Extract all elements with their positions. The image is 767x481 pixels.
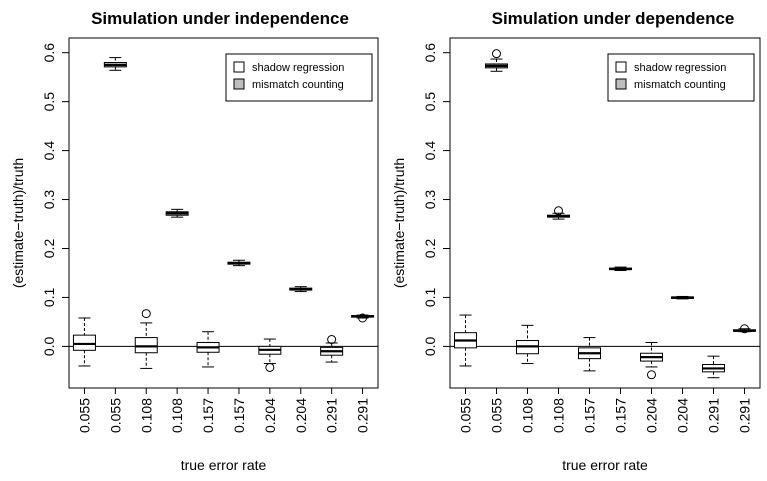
x-tick-label: 0.157 xyxy=(200,398,216,433)
y-tick-label: 0.5 xyxy=(41,92,57,112)
x-tick-label: 0.291 xyxy=(737,398,753,433)
y-tick-label: 0.6 xyxy=(422,43,438,63)
boxplot-shadow xyxy=(516,324,539,365)
outlier-point xyxy=(492,49,501,59)
x-tick-label: 0.055 xyxy=(76,398,92,433)
boxplot-mismatch xyxy=(671,295,694,300)
legend: shadow regression mismatch counting xyxy=(607,53,755,102)
legend-label: shadow regression xyxy=(634,62,726,74)
boxplot-shadow xyxy=(320,335,344,363)
y-tick-label: 0.2 xyxy=(41,239,57,259)
x-axis-label: true error rate xyxy=(562,457,648,473)
boxplot-mismatch xyxy=(351,313,375,323)
legend-box xyxy=(607,53,755,102)
x-tick-label: 0.157 xyxy=(231,398,247,433)
x-tick-label: 0.108 xyxy=(520,398,536,433)
chart-panel-2: Simulation under dependence 0.0 0.1 0.2 0.3 0… xyxy=(391,9,761,473)
boxplot-mismatch xyxy=(733,324,756,334)
boxplot-shadow xyxy=(640,341,663,380)
x-tick-label: 0.204 xyxy=(644,398,660,433)
y-axis-label: (estimate−truth)/truth xyxy=(10,158,26,288)
boxplot-shadow xyxy=(134,309,158,369)
legend-label: mismatch counting xyxy=(634,79,726,91)
boxplot-shadow xyxy=(702,355,725,379)
chart-panel-1: Simulation under independence 0.0 0.1 0.2 0.… xyxy=(10,9,379,473)
legend-swatch xyxy=(233,61,245,73)
y-axis-label: (estimate−truth)/truth xyxy=(391,158,407,288)
boxplot-mismatch xyxy=(289,286,313,293)
legend-swatch xyxy=(233,78,245,90)
y-tick-label: 0.4 xyxy=(422,141,438,161)
y-tick-label: 0.0 xyxy=(41,336,57,356)
boxplot-mismatch xyxy=(485,49,508,72)
x-tick-label: 0.291 xyxy=(355,398,371,433)
x-axis-label: true error rate xyxy=(181,457,267,473)
boxplot-shadow xyxy=(196,331,220,368)
y-tick-label: 0.1 xyxy=(41,287,57,307)
boxplot-shadow xyxy=(258,338,282,372)
outlier-point xyxy=(740,324,749,334)
boxplot-mismatch xyxy=(165,208,189,218)
x-tick-label: 0.204 xyxy=(293,398,309,433)
x-tick-label: 0.157 xyxy=(582,398,598,433)
legend-label: mismatch counting xyxy=(252,79,344,91)
boxplot-mismatch xyxy=(609,266,632,272)
y-tick-label: 0.1 xyxy=(422,287,438,307)
outlier-point xyxy=(141,309,151,319)
boxplot-mismatch xyxy=(103,57,127,71)
outlier-point xyxy=(358,313,368,323)
x-tick-label: 0.055 xyxy=(458,398,474,433)
box-iqr xyxy=(134,337,158,354)
legend-swatch xyxy=(615,61,627,73)
legend: shadow regression mismatch counting xyxy=(225,53,373,102)
boxplot-mismatch xyxy=(227,259,251,267)
y-tick-label: 0.3 xyxy=(422,190,438,210)
legend-label: shadow regression xyxy=(252,62,344,74)
boxplot-shadow xyxy=(72,317,96,367)
outlier-point xyxy=(327,335,337,345)
y-tick-label: 0.4 xyxy=(41,141,57,161)
x-tick-label: 0.291 xyxy=(324,398,340,433)
legend-box xyxy=(225,53,373,102)
chart-title: Simulation under dependence xyxy=(492,9,735,28)
legend-swatch xyxy=(615,78,627,90)
x-tick-label: 0.204 xyxy=(675,398,691,433)
box-iqr xyxy=(72,334,96,351)
boxplot-mismatch xyxy=(547,206,570,220)
x-tick-label: 0.108 xyxy=(169,398,185,433)
y-tick-label: 0.3 xyxy=(41,190,57,210)
plot-frame xyxy=(449,37,761,389)
x-tick-label: 0.157 xyxy=(613,398,629,433)
x-tick-label: 0.108 xyxy=(138,398,154,433)
outlier-point xyxy=(265,362,275,372)
plot-frame xyxy=(68,37,379,389)
y-tick-label: 0.6 xyxy=(41,43,57,63)
outlier-point xyxy=(554,206,563,216)
y-tick-label: 0.5 xyxy=(422,92,438,112)
boxplot-shadow xyxy=(578,337,601,372)
x-tick-label: 0.291 xyxy=(706,398,722,433)
x-tick-label: 0.055 xyxy=(489,398,505,433)
x-tick-label: 0.204 xyxy=(262,398,278,433)
y-tick-label: 0.0 xyxy=(422,336,438,356)
y-tick-label: 0.2 xyxy=(422,239,438,259)
chart-title: Simulation under independence xyxy=(91,9,349,28)
outlier-point xyxy=(647,370,656,380)
x-tick-label: 0.055 xyxy=(107,398,123,433)
x-tick-label: 0.108 xyxy=(551,398,567,433)
boxplot-shadow xyxy=(454,314,477,367)
